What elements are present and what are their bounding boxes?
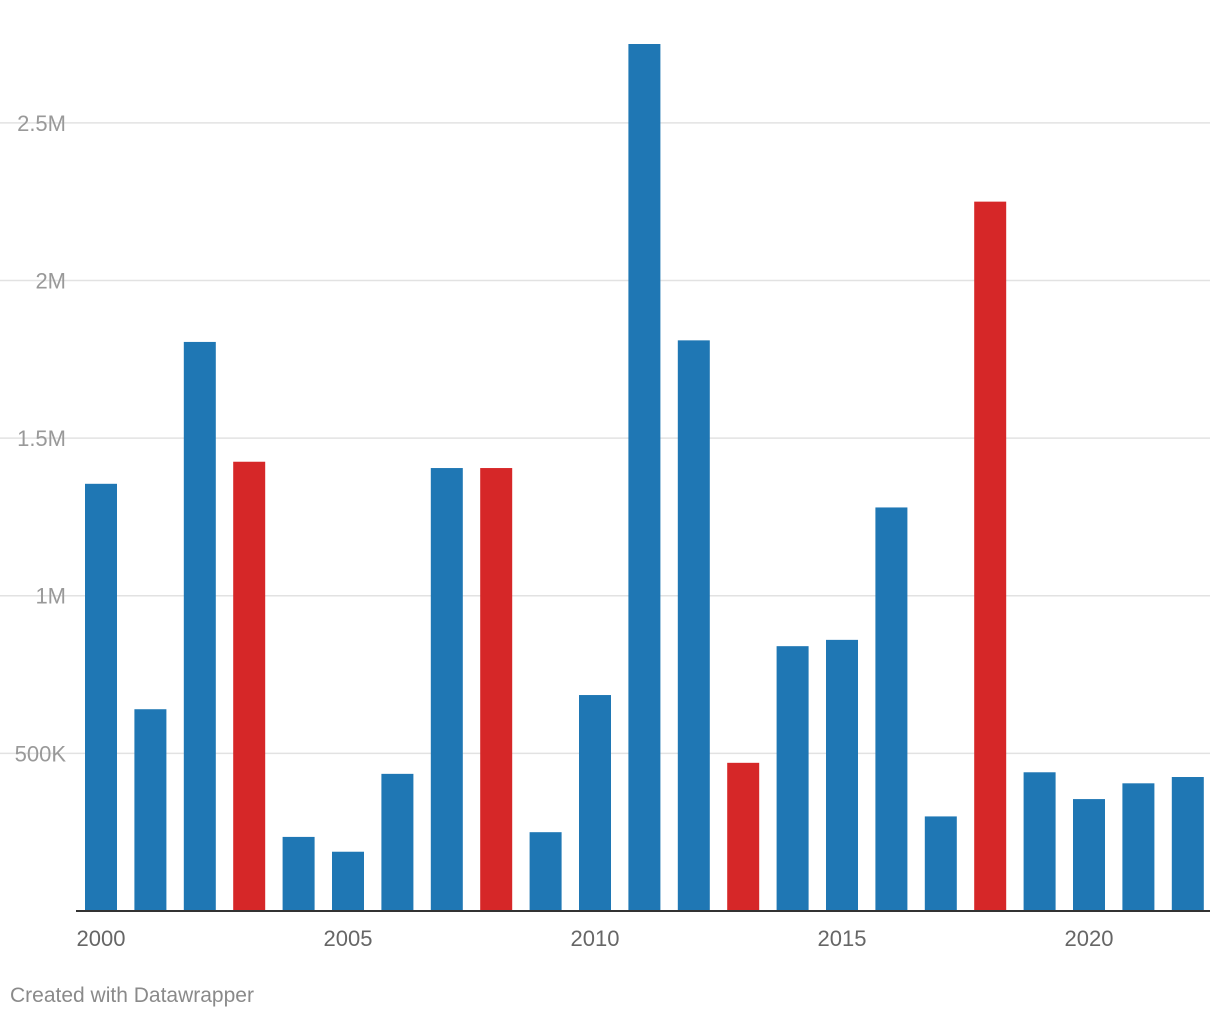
x-tick-label: 2005 [324,926,373,951]
bar-2009[interactable] [529,832,562,911]
bar-2006[interactable] [381,773,414,911]
y-tick-label: 2M [35,268,66,293]
bar-2008[interactable] [480,468,513,911]
bar-2011[interactable] [628,44,661,911]
x-tick-label: 2015 [818,926,867,951]
bar-2007[interactable] [430,468,463,911]
bars [85,44,1204,912]
bar-2002[interactable] [183,341,216,911]
bar-2005[interactable] [332,851,364,911]
bar-2000[interactable] [85,483,117,911]
x-tick-label: 2010 [571,926,620,951]
x-tick-label: 2000 [77,926,126,951]
bar-2014[interactable] [776,646,809,911]
bar-2021[interactable] [1122,783,1155,911]
bar-2017[interactable] [924,816,957,911]
bar-2012[interactable] [677,340,710,912]
bar-2019[interactable] [1023,772,1056,911]
bar-2015[interactable] [826,639,858,911]
bar-2022[interactable] [1171,777,1204,911]
gridlines [0,122,1210,755]
bar-2003[interactable] [233,461,266,911]
bar-2001[interactable] [134,709,167,911]
bar-2010[interactable] [579,695,611,911]
bar-2018[interactable] [974,201,1007,912]
bar-2013[interactable] [727,762,760,911]
axes: 500K 1M 1.5M 2M 2.5M 2000 2005 2010 2015 2020 [15,111,1210,951]
y-tick-label: 2.5M [17,111,66,136]
bar-2004[interactable] [282,836,315,911]
y-tick-label: 1.5M [17,426,66,451]
x-tick-label: 2020 [1065,926,1114,951]
y-tick-label: 1M [35,584,66,609]
bar-2020[interactable] [1073,799,1105,911]
y-tick-label: 500K [15,741,67,766]
bar-2016[interactable] [875,507,908,911]
credit-text[interactable]: Created with Datawrapper [10,984,254,1007]
